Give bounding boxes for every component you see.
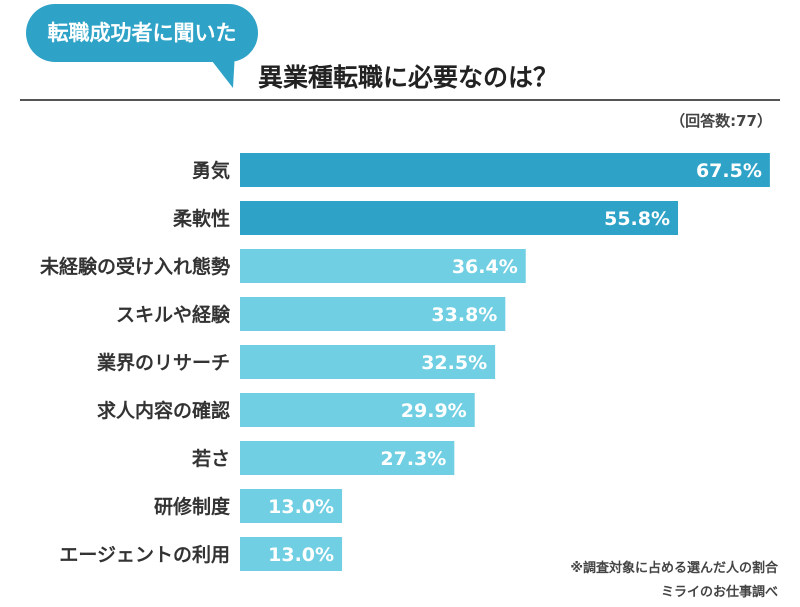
category-label-4: スキルや経験 [116,303,231,326]
survey-badge: 転職成功者に聞いた [26,4,258,62]
sample-size: （回答数:77） [670,112,772,130]
bar-7 [240,441,455,475]
category-label-2: 柔軟性 [173,207,230,230]
bar-5 [240,345,496,379]
bar-2 [240,201,679,235]
category-label-1: 勇気 [192,159,230,182]
bar-1 [240,153,770,187]
category-label-9: エージェントの利用 [59,544,230,566]
category-label-3: 未経験の受け入れ態勢 [39,255,230,278]
value-label-7: 27.3% [380,448,446,470]
survey-badge-text: 転職成功者に聞いた [47,21,237,45]
value-label-5: 32.5% [421,352,487,374]
value-label-9: 13.0% [268,544,334,566]
bar-chart: 勇気 67.5% 柔軟性 55.8% 未経験の受け入れ態勢 36.4% スキルや経験 33.8… [39,153,770,571]
bar-4 [240,297,506,331]
category-label-8: 研修制度 [154,495,231,518]
bar-8 [240,489,343,523]
value-label-1: 67.5% [696,160,762,182]
speech-bubble-tail-icon [205,52,235,88]
value-label-2: 55.8% [604,208,670,230]
value-label-4: 33.8% [431,304,497,326]
value-label-8: 13.0% [268,496,334,518]
value-label-6: 29.9% [401,400,467,422]
bar-9 [240,537,343,571]
bar-6 [240,393,475,427]
page-title: 異業種転職に必要なのは？ [258,63,559,92]
category-label-7: 若さ [192,447,230,470]
footnote: ※調査対象に占める選んだ人の割合 [570,561,778,576]
title-divider [20,99,780,101]
source-credit: ミライのお仕事調べ [660,585,778,600]
bar-3 [240,249,526,283]
value-label-3: 36.4% [452,256,518,278]
category-label-5: 業界のリサーチ [96,351,230,374]
category-label-6: 求人内容の確認 [97,399,230,422]
